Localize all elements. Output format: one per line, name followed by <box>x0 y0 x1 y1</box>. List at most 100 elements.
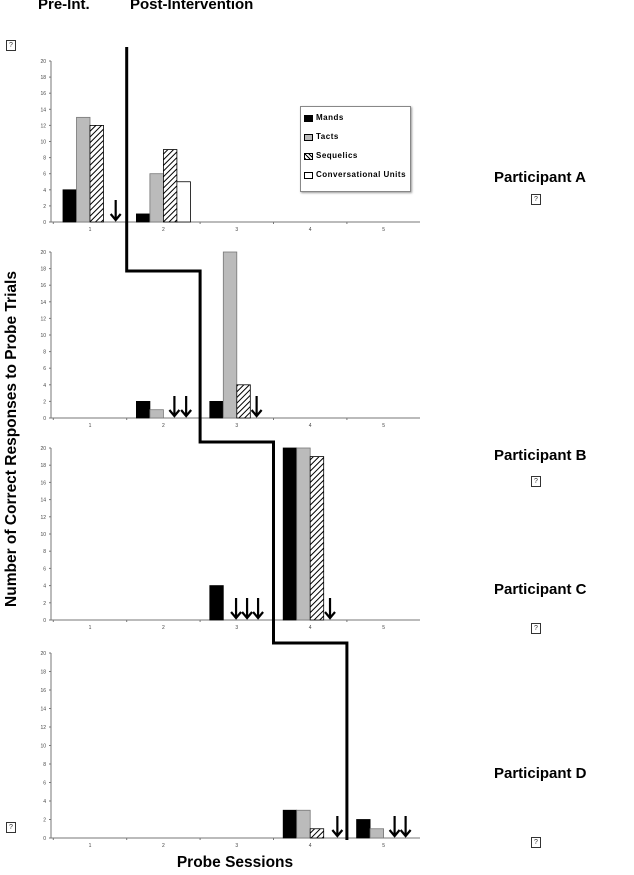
criterion-arrow <box>250 396 263 418</box>
y-tick-label: 6 <box>43 566 46 572</box>
bar-tacts <box>76 116 91 223</box>
y-tick-label: 0 <box>43 416 46 422</box>
bar-mands <box>135 400 151 419</box>
legend-label: Tacts <box>316 132 339 141</box>
criterion-arrow <box>241 598 253 620</box>
bar-tacts <box>149 409 164 419</box>
y-tick-label: 8 <box>43 156 46 162</box>
x-tick-label: 4 <box>309 227 312 233</box>
bar-sequelics <box>162 149 178 223</box>
y-tick-label: 16 <box>40 283 46 289</box>
y-tick-label: 14 <box>40 107 46 113</box>
x-tick-label: 3 <box>235 227 238 233</box>
x-axis-label: Probe Sessions <box>176 854 294 871</box>
missing-image-icon: ? <box>531 837 541 848</box>
bar-sequelics <box>309 828 325 839</box>
y-tick-label: 2 <box>43 818 46 824</box>
x-tick-label: 5 <box>382 423 385 429</box>
y-tick-label: 10 <box>40 744 46 750</box>
y-tick-label: 16 <box>40 91 46 97</box>
bar-sequelics <box>89 125 104 223</box>
legend-label: Mands <box>316 113 344 122</box>
x-tick-label: 2 <box>162 625 165 631</box>
legend-item-sequelics: Sequelics <box>304 151 358 160</box>
x-tick-label: 1 <box>89 423 92 429</box>
x-tick-label: 2 <box>162 423 165 429</box>
bar-mands <box>282 447 298 621</box>
bar-mands <box>135 213 151 223</box>
y-tick-label: 20 <box>40 651 46 657</box>
y-axis-label: Number of Correct Responses to Probe Tri… <box>3 271 20 607</box>
missing-image-icon: ? <box>531 194 541 205</box>
bar-mands <box>209 400 224 419</box>
participant-b-label: Participant B <box>494 447 587 464</box>
x-tick-label: 5 <box>382 843 385 849</box>
bar-mands <box>209 585 224 621</box>
x-tick-label: 2 <box>162 227 165 233</box>
x-tick-label: 5 <box>382 227 385 233</box>
criterion-arrow <box>388 816 401 838</box>
legend-swatch <box>304 153 313 160</box>
y-tick-label: 10 <box>40 140 46 146</box>
legend-item-mands: Mands <box>304 113 344 122</box>
x-tick-label: 4 <box>309 625 312 631</box>
legend-item-tacts: Tacts <box>304 132 339 141</box>
legend-label: Conversational Units <box>316 170 407 179</box>
y-tick-label: 14 <box>40 707 46 713</box>
y-tick-label: 18 <box>40 75 46 81</box>
bar-tacts <box>296 809 311 839</box>
criterion-arrow <box>230 598 242 620</box>
legend-item-conversational-units: Conversational Units <box>304 170 408 179</box>
bar-tacts <box>296 447 311 621</box>
phase-change-line <box>125 47 349 840</box>
legend-label: Sequelics <box>316 151 358 160</box>
bar-conversational-units <box>176 181 191 223</box>
bar-sequelics <box>309 456 325 621</box>
y-tick-label: 10 <box>40 532 46 538</box>
y-tick-label: 2 <box>43 399 46 405</box>
x-tick-label: 1 <box>89 227 92 233</box>
participant-c-label: Participant C <box>494 581 587 598</box>
y-tick-label: 8 <box>43 762 46 768</box>
criterion-arrow <box>399 816 412 838</box>
participant-d-label: Participant D <box>494 765 587 782</box>
missing-image-icon: ? <box>531 476 541 487</box>
legend-swatch <box>304 115 313 122</box>
x-tick-label: 4 <box>309 843 312 849</box>
criterion-arrow <box>331 816 344 838</box>
x-tick-label: 2 <box>162 843 165 849</box>
y-tick-label: 4 <box>43 799 46 805</box>
criterion-arrow <box>168 396 181 418</box>
y-tick-label: 4 <box>43 584 46 590</box>
x-tick-label: 3 <box>235 843 238 849</box>
bar-tacts <box>369 828 385 839</box>
y-tick-label: 14 <box>40 300 46 306</box>
bar-tacts <box>222 251 238 419</box>
missing-image-icon: ? <box>531 623 541 634</box>
x-tick-label: 3 <box>235 423 238 429</box>
bar-tacts <box>149 173 164 223</box>
y-tick-label: 8 <box>43 350 46 356</box>
x-tick-label: 5 <box>382 625 385 631</box>
y-tick-label: 6 <box>43 172 46 178</box>
legend-swatch <box>304 134 313 141</box>
y-tick-label: 0 <box>43 618 46 624</box>
y-tick-label: 4 <box>43 383 46 389</box>
missing-image-icon: ? <box>6 822 16 833</box>
y-tick-label: 2 <box>43 204 46 210</box>
post-intervention-header: Post-Intervention <box>130 0 254 13</box>
y-tick-label: 8 <box>43 549 46 555</box>
criterion-arrow <box>252 598 264 620</box>
y-tick-label: 10 <box>40 333 46 339</box>
legend-swatch <box>304 172 313 179</box>
y-tick-label: 14 <box>40 498 46 504</box>
legend: Mands Tacts Sequelics Conversational Uni… <box>300 106 411 192</box>
y-tick-label: 18 <box>40 267 46 273</box>
y-tick-label: 20 <box>40 446 46 452</box>
bar-mands <box>62 189 77 223</box>
x-tick-label: 4 <box>309 423 312 429</box>
criterion-arrow <box>180 396 192 418</box>
y-tick-label: 12 <box>40 316 46 322</box>
y-tick-label: 16 <box>40 480 46 486</box>
